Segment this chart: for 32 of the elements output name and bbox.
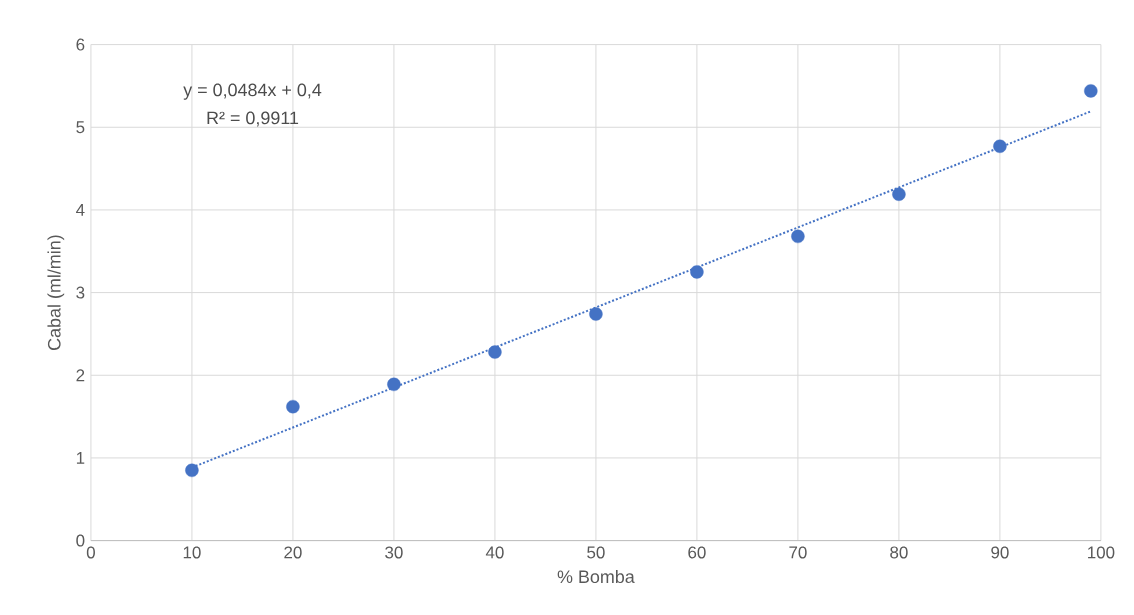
- annotation: R² = 0,9911: [207, 111, 299, 127]
- x-tick-label: 80: [890, 546, 908, 559]
- point: [791, 229, 805, 244]
- x-tick-label: 20: [284, 546, 302, 559]
- x-tick-label: 40: [485, 546, 504, 559]
- point: [993, 139, 1007, 153]
- x-tick-label: 10: [183, 546, 201, 559]
- point: [488, 345, 502, 359]
- x-tick-label: 70: [789, 546, 807, 559]
- x-tick-label: 90: [991, 546, 1009, 559]
- y-tick-label: 1: [76, 452, 85, 464]
- point: [387, 377, 401, 392]
- x-axis-title: % Bomba: [557, 569, 635, 584]
- y-tick-label: 0: [76, 534, 85, 547]
- y-axis-title: Cabal (ml/min): [47, 235, 65, 350]
- y-tick-label: 5: [76, 121, 85, 134]
- annotation: y = 0,0484x + 0,4: [183, 83, 322, 100]
- point: [286, 399, 300, 414]
- point: [589, 307, 603, 321]
- point: [892, 187, 906, 201]
- point: [690, 265, 704, 279]
- y-tick-label: 2: [76, 369, 85, 382]
- point: [185, 463, 199, 478]
- x-tick-label: 60: [688, 546, 706, 559]
- x-tick-label: 100: [1088, 546, 1115, 559]
- x-tick-label: 30: [385, 546, 403, 559]
- y-tick-label: 6: [76, 38, 85, 51]
- x-tick-label: 0: [86, 546, 95, 559]
- point: [1084, 84, 1098, 98]
- y-tick-label: 3: [76, 286, 85, 299]
- x-tick-label: 50: [587, 546, 605, 559]
- y-tick-label: 4: [76, 204, 85, 216]
